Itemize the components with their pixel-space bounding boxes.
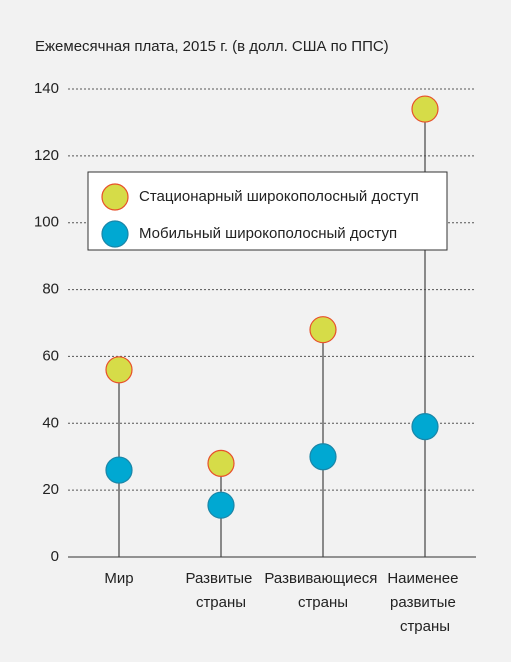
x-tick-label: Наименее развитые страны <box>387 570 462 635</box>
legend-label: Мобильный широкополосный доступ <box>139 225 397 242</box>
legend-label: Стационарный широкополосный доступ <box>139 188 419 205</box>
dot <box>411 413 439 441</box>
legend: Стационарный широкополосный доступ Мобиль… <box>87 171 448 251</box>
legend-marker <box>101 183 129 211</box>
chart-title: Ежемесячная плата, 2015 г. (в долл. США … <box>35 38 389 55</box>
y-tick-label: 0 <box>51 548 59 565</box>
y-tick-label: 20 <box>42 481 59 498</box>
x-tick-label: Развитые страны <box>185 570 256 611</box>
dot <box>207 491 235 519</box>
dot <box>105 456 133 484</box>
y-tick-label: 120 <box>34 147 59 164</box>
x-tick-label: Мир <box>104 570 133 587</box>
legend-box <box>87 171 448 251</box>
y-tick-label: 60 <box>42 347 59 364</box>
dot <box>105 356 133 384</box>
y-tick-label: 80 <box>42 281 59 298</box>
x-tick-label: Развивающиеся страны <box>264 570 381 611</box>
legend-marker <box>101 220 129 248</box>
y-tick-label: 140 <box>34 80 59 97</box>
dot <box>207 449 235 477</box>
dot <box>309 316 337 344</box>
y-tick-label: 40 <box>42 414 59 431</box>
dot <box>411 95 439 123</box>
y-tick-label: 100 <box>34 214 59 231</box>
dot <box>309 443 337 471</box>
